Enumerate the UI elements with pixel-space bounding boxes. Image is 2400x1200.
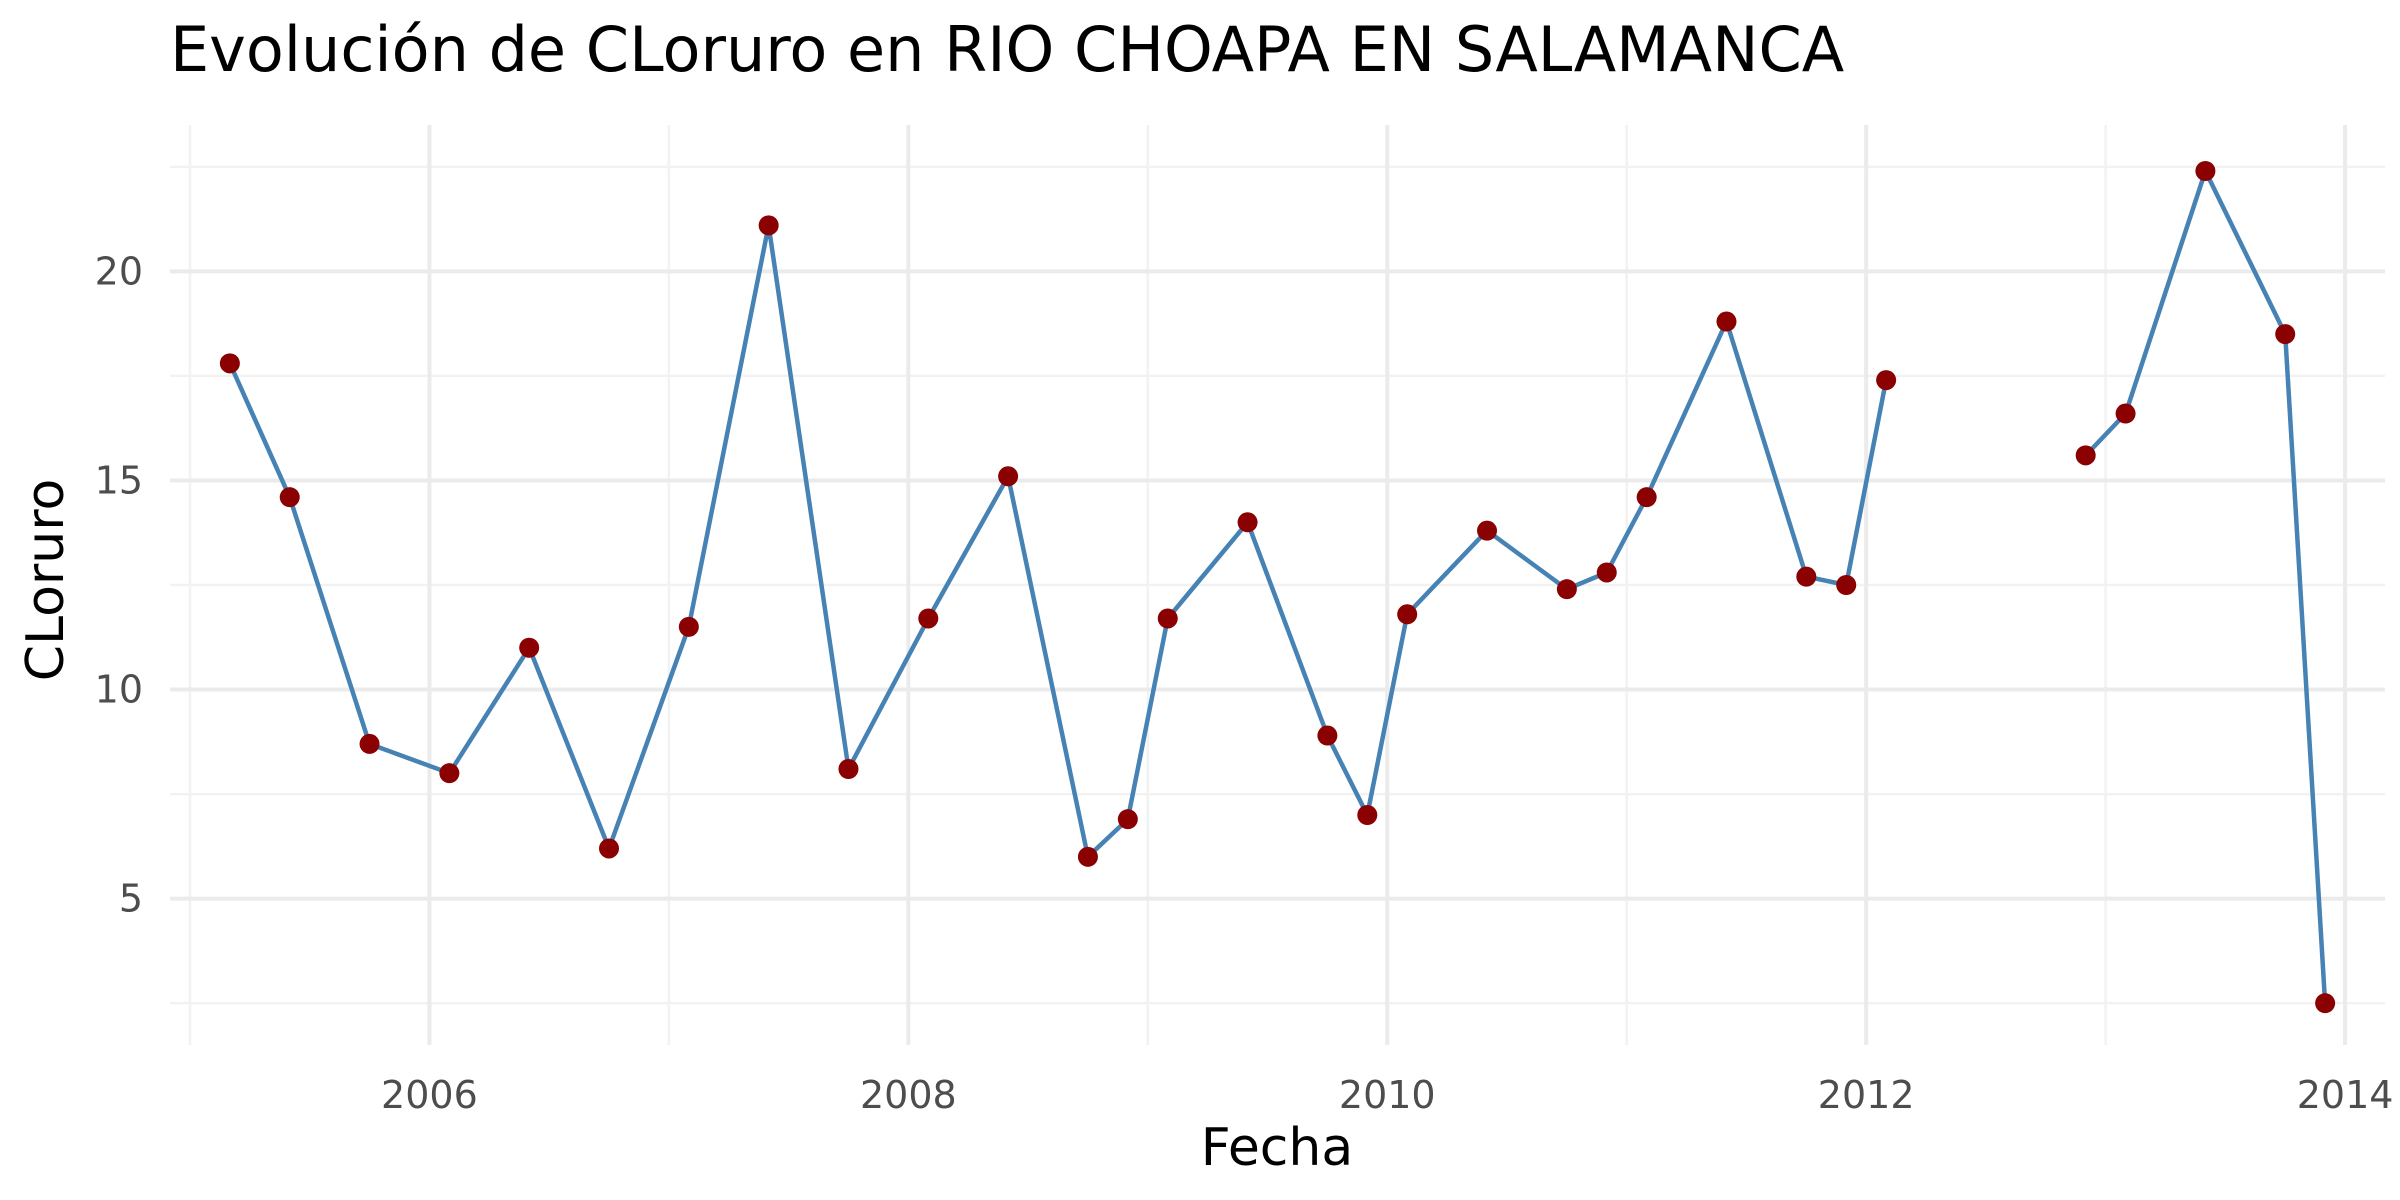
data-point (2315, 993, 2336, 1014)
data-point (1077, 846, 1098, 867)
data-point (219, 353, 240, 374)
x-tick-label: 2008 (860, 1073, 957, 1117)
minor-gridlines (170, 125, 2385, 1045)
data-point (838, 759, 859, 779)
major-gridlines (170, 125, 2385, 1045)
chart-title: Evolución de CLoruro en RIO CHOAPA EN SA… (170, 13, 1844, 86)
data-point (1477, 520, 1498, 541)
y-axis-title: CLoruro (16, 479, 76, 682)
data-point (599, 838, 620, 859)
data-point (1876, 370, 1897, 391)
data-point (1556, 579, 1577, 600)
data-point (1836, 575, 1857, 595)
data-points (219, 161, 2336, 1014)
x-tick-label: 2006 (381, 1073, 478, 1117)
x-tick-label: 2014 (2297, 1073, 2394, 1117)
data-point (1157, 608, 1178, 629)
x-tick-label: 2012 (1818, 1073, 1915, 1117)
data-point (1596, 562, 1617, 583)
data-point (918, 608, 939, 629)
data-point (1117, 809, 1138, 830)
y-tick-label: 10 (95, 668, 143, 712)
y-tick-label: 15 (95, 458, 143, 502)
data-point (359, 733, 380, 754)
data-point (1317, 725, 1338, 746)
data-point (1636, 487, 1657, 508)
data-point (439, 763, 460, 784)
data-point (1357, 805, 1378, 825)
x-axis-tick-labels: 2006 2008 2010 2012 2014 (381, 1073, 2393, 1117)
y-axis-tick-labels: 5 10 15 20 (95, 249, 143, 920)
data-point (1716, 311, 1737, 332)
x-tick-label: 2010 (1339, 1073, 1436, 1117)
data-point (1796, 566, 1817, 587)
data-point (2115, 403, 2136, 424)
data-point (519, 637, 540, 658)
series-line (227, 223, 1889, 860)
data-point (998, 466, 1019, 487)
x-axis-title: Fecha (1201, 1118, 1353, 1178)
data-point (2195, 161, 2216, 181)
data-point (2275, 324, 2296, 345)
data-point (279, 487, 300, 508)
data-point (1397, 604, 1418, 625)
data-point (2075, 445, 2096, 466)
data-point (1237, 512, 1258, 533)
y-tick-label: 5 (119, 877, 143, 921)
data-point (758, 215, 779, 236)
data-point (678, 616, 699, 637)
y-tick-label: 20 (95, 249, 143, 293)
